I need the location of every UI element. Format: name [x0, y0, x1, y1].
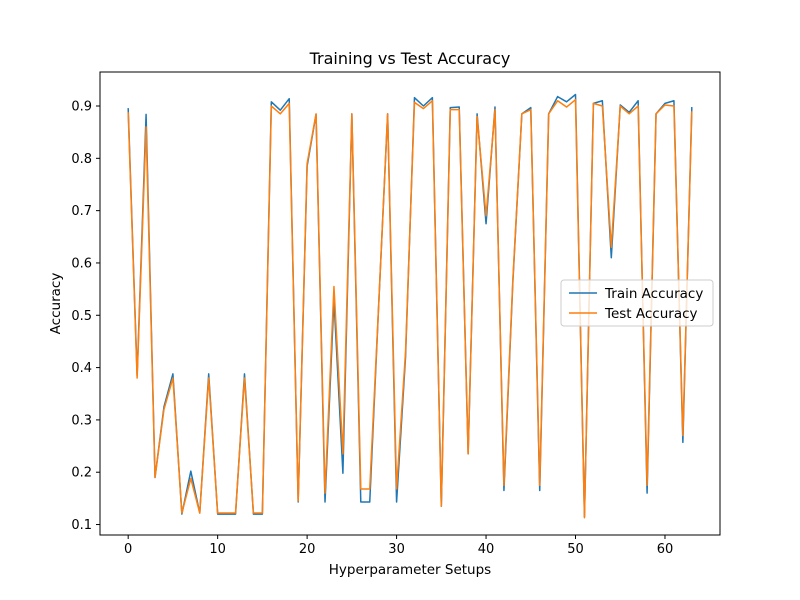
legend-label-2: Test Accuracy [604, 306, 698, 322]
chart-title: Training vs Test Accuracy [309, 49, 511, 68]
x-tick-label: 60 [657, 542, 674, 557]
plot-frame [99, 71, 721, 536]
y-tick-label: 0.2 [71, 466, 92, 481]
x-axis: 0 10 20 30 40 50 60 [124, 535, 673, 557]
x-tick-label: 20 [299, 542, 316, 557]
y-tick-label: 0.7 [71, 204, 92, 219]
series-layer [127, 93, 693, 519]
y-tick-label: 0.8 [71, 152, 92, 167]
y-tick-label: 0.3 [71, 413, 92, 428]
legend: Train Accuracy Test Accuracy [560, 279, 714, 327]
x-tick-label: 10 [209, 542, 226, 557]
x-tick-label: 0 [124, 542, 132, 557]
x-tick-label: 50 [567, 542, 584, 557]
y-tick-label: 0.1 [71, 518, 92, 533]
x-axis-label: Hyperparameter Setups [329, 562, 491, 578]
y-axis-label: Accuracy [48, 273, 64, 335]
legend-label-1: Train Accuracy [604, 286, 703, 302]
y-tick-label: 0.4 [71, 361, 92, 376]
y-tick-label: 0.9 [71, 100, 92, 115]
x-tick-label: 30 [388, 542, 405, 557]
series-line-test-accuracy [127, 98, 693, 519]
legend-box [560, 279, 714, 327]
y-axis: 0.1 0.2 0.3 0.4 0.5 0.6 0.7 0.8 0.9 [71, 100, 100, 533]
x-tick-label: 40 [478, 542, 495, 557]
y-tick-label: 0.5 [71, 309, 92, 324]
y-tick-label: 0.6 [71, 256, 92, 271]
